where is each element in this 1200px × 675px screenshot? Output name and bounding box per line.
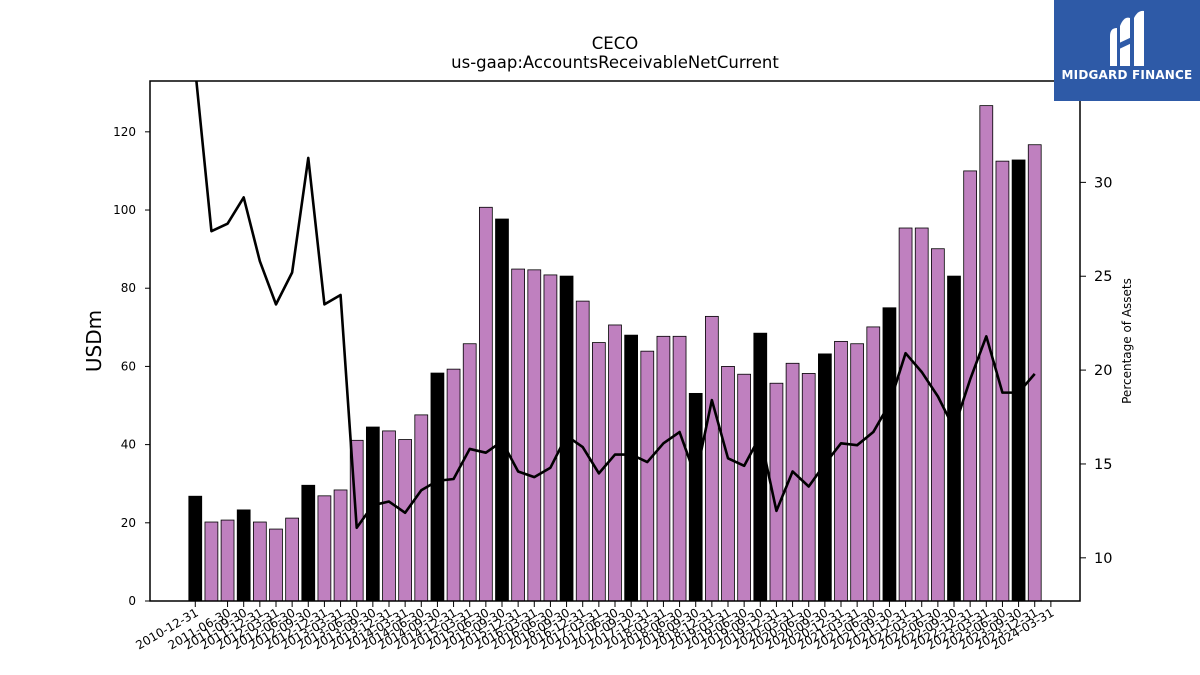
bar-quarter bbox=[850, 343, 865, 602]
bar-annual bbox=[882, 307, 897, 602]
chart-title: CECO bbox=[592, 34, 638, 53]
bar-quarter bbox=[721, 366, 735, 602]
y-axis: 0 20 40 60 80 100 120 bbox=[113, 125, 150, 608]
bar-quarter bbox=[317, 495, 332, 602]
bar-quarter bbox=[511, 268, 525, 602]
bar-quarter bbox=[1027, 144, 1042, 602]
bar-quarter bbox=[204, 521, 219, 602]
bar-quarter bbox=[269, 528, 283, 602]
bar-annual bbox=[947, 275, 961, 602]
midgard-logo-icon bbox=[1110, 10, 1144, 66]
y2-tick-label: 20 bbox=[1094, 363, 1112, 379]
bar-annual bbox=[624, 334, 639, 602]
bar-annual bbox=[301, 484, 316, 602]
x-axis: 2010-12-312011-06-302011-09-302011-12-31… bbox=[133, 601, 1056, 652]
bar-annual bbox=[495, 218, 509, 602]
y-tick-label: 120 bbox=[113, 125, 136, 139]
brand-logo: MIDGARD FINANCE bbox=[1054, 0, 1200, 101]
y-tick-label: 20 bbox=[121, 516, 136, 530]
y-axis-label: USDm bbox=[82, 310, 106, 372]
y-tick-label: 60 bbox=[121, 359, 136, 373]
bar-annual bbox=[430, 372, 445, 602]
bar-annual bbox=[688, 392, 703, 602]
bar-annual bbox=[188, 495, 203, 602]
y2-tick-label: 30 bbox=[1094, 175, 1112, 191]
y2-tick-label: 25 bbox=[1094, 269, 1112, 285]
chart-subtitle: us-gaap:AccountsReceivableNetCurrent bbox=[451, 53, 779, 72]
bar-annual bbox=[1011, 159, 1026, 602]
bar-quarter bbox=[640, 350, 655, 602]
bar-quarter bbox=[575, 300, 590, 602]
bar-quarter bbox=[333, 489, 348, 602]
bar-quarter bbox=[672, 335, 687, 602]
bar-quarter bbox=[285, 517, 299, 602]
y-tick-label: 100 bbox=[113, 203, 136, 217]
y-tick-label: 0 bbox=[128, 594, 136, 608]
bar-quarter bbox=[543, 274, 558, 602]
bar-quarter bbox=[446, 368, 461, 602]
bar-quarter bbox=[914, 227, 929, 602]
bar-series bbox=[188, 105, 1042, 602]
bar-annual bbox=[365, 426, 380, 602]
percentage-line bbox=[195, 81, 1036, 530]
bar-quarter bbox=[252, 521, 267, 602]
y-tick-label: 80 bbox=[121, 281, 136, 295]
y2-tick-label: 10 bbox=[1094, 551, 1112, 567]
logo-text: MIDGARD FINANCE bbox=[1061, 68, 1193, 82]
bar-quarter bbox=[834, 340, 848, 602]
bar-quarter bbox=[414, 414, 429, 602]
bar-annual bbox=[753, 332, 768, 602]
bar-quarter bbox=[220, 519, 235, 602]
bar-quarter bbox=[608, 324, 622, 602]
bar-quarter bbox=[963, 170, 978, 602]
bar-quarter bbox=[898, 227, 913, 602]
y2-tick-label: 15 bbox=[1094, 457, 1112, 473]
line-series bbox=[195, 81, 1036, 530]
y-tick-label: 40 bbox=[121, 438, 136, 452]
bar-quarter bbox=[737, 373, 752, 602]
bar-annual bbox=[818, 353, 832, 602]
bar-quarter bbox=[656, 335, 671, 602]
bar-quarter bbox=[462, 343, 477, 602]
bar-annual bbox=[236, 509, 251, 602]
bar-quarter bbox=[705, 315, 719, 602]
y2-axis: 10 15 20 25 30 bbox=[1080, 175, 1112, 567]
bar-quarter bbox=[382, 430, 396, 602]
y2-axis-label: Percentage of Assets bbox=[1120, 278, 1134, 404]
bar-quarter bbox=[478, 206, 493, 602]
bar-quarter bbox=[931, 248, 945, 602]
bar-quarter bbox=[398, 439, 412, 602]
bar-quarter bbox=[527, 269, 542, 602]
bar-quarter bbox=[866, 326, 881, 602]
